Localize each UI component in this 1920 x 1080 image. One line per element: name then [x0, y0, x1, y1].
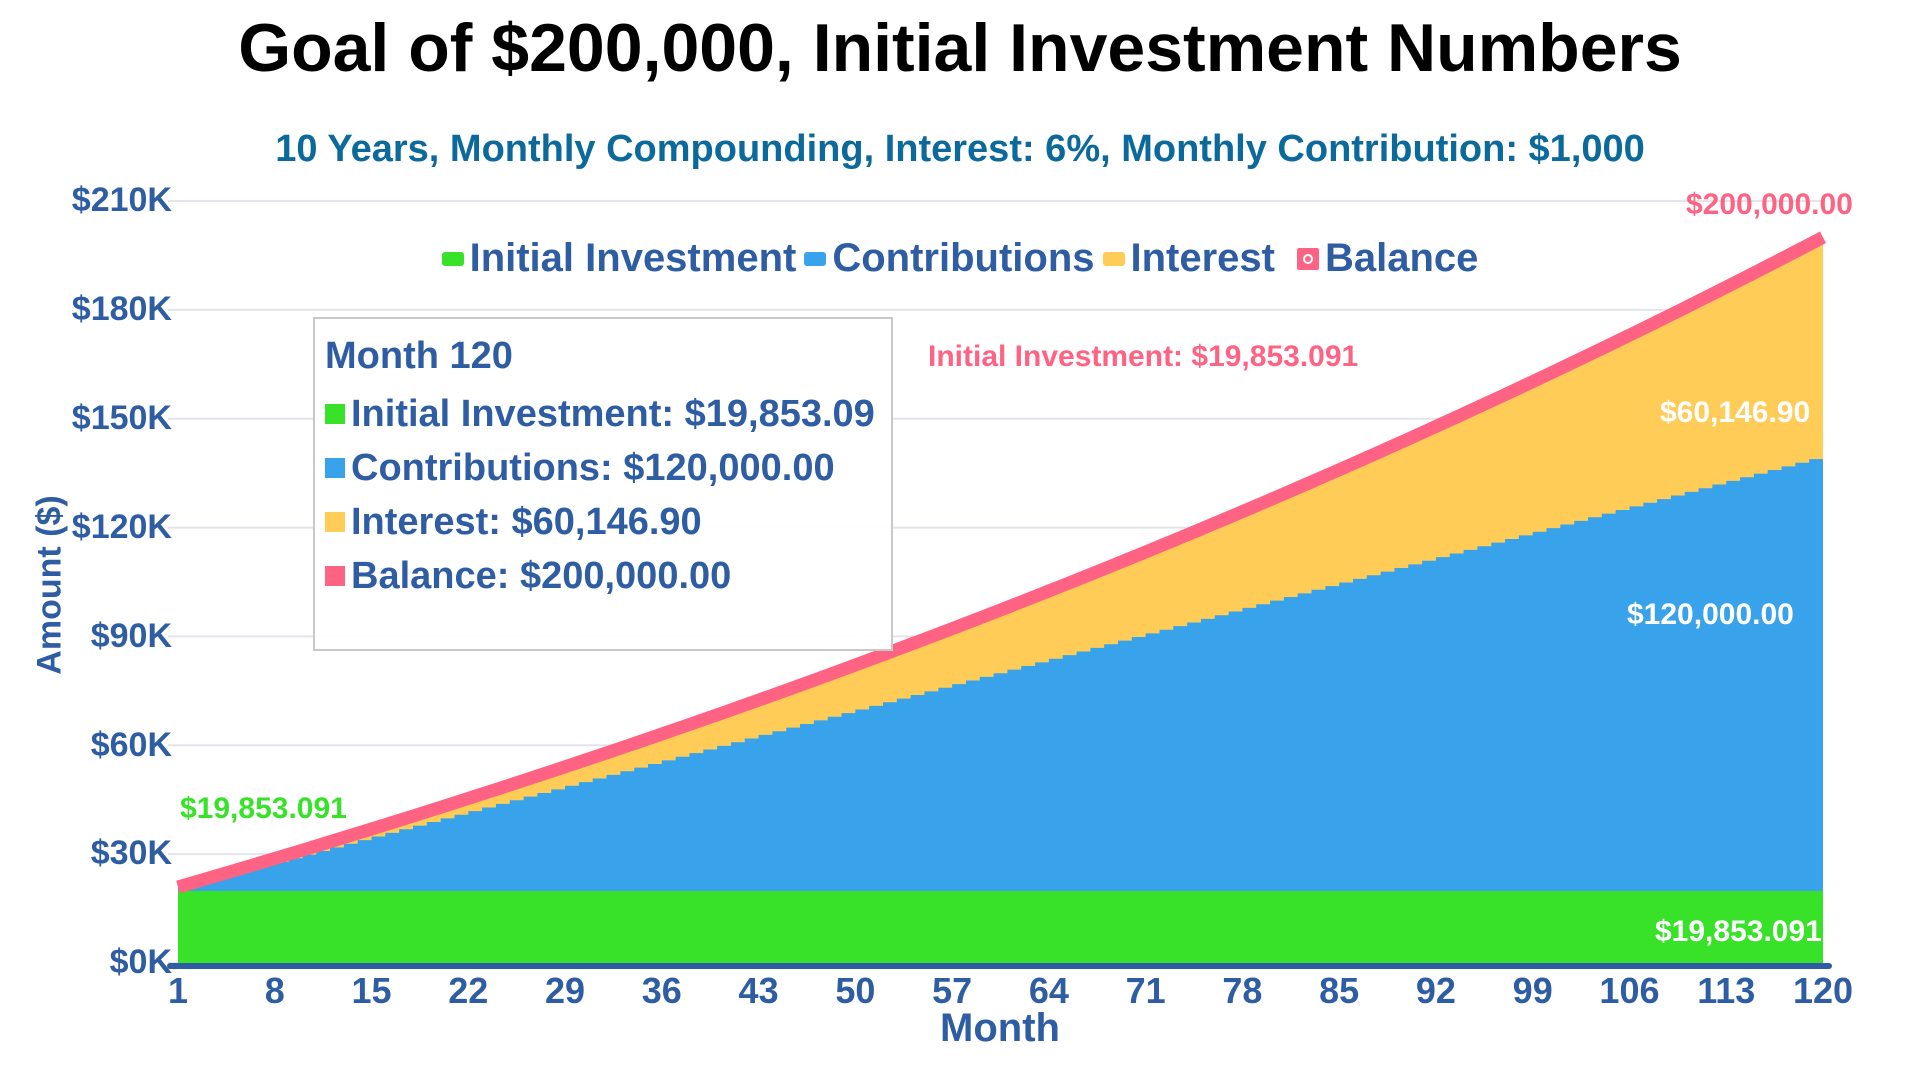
legend-item-initial[interactable]: Initial Investment	[441, 236, 797, 281]
legend-item-balance[interactable]: Balance	[1297, 236, 1478, 281]
x-axis-label: Month	[940, 1006, 1060, 1050]
square-icon	[325, 404, 345, 424]
tooltip-text: Balance: $200,000.00	[351, 555, 732, 597]
x-tick: 92	[1415, 970, 1456, 1011]
x-tick: 113	[1697, 970, 1756, 1011]
legend-label: Interest	[1130, 236, 1276, 280]
x-tick: 64	[1028, 970, 1069, 1011]
tooltip-row-balance: Balance: $200,000.00	[325, 549, 881, 603]
annotation-initial-top: Initial Investment: $19,853.091	[928, 340, 1359, 373]
x-tick: 78	[1222, 970, 1263, 1011]
tooltip: Month 120 Initial Investment: $19,853.09…	[313, 317, 893, 651]
legend-swatch-balance-icon	[1297, 247, 1319, 270]
x-tick: 15	[351, 970, 392, 1011]
chart-subtitle: 10 Years, Monthly Compounding, Interest:…	[275, 128, 1645, 170]
annotation-initial-end: $19,853.091	[1655, 915, 1822, 948]
annotation-interest-end: $60,146.90	[1660, 396, 1811, 429]
legend: Initial Investment Contributions Interes…	[0, 236, 1920, 281]
y-tick: $150K	[71, 399, 172, 437]
x-tick: 22	[448, 970, 489, 1011]
x-tick: 29	[545, 970, 586, 1011]
legend-swatch-initial-icon	[441, 251, 464, 266]
y-tick: $180K	[71, 290, 172, 328]
square-icon	[325, 566, 345, 586]
y-tick: $120K	[71, 508, 172, 546]
y-axis-label: Amount ($)	[30, 495, 69, 675]
x-tick: 50	[835, 970, 876, 1011]
legend-label: Contributions	[832, 236, 1095, 280]
tooltip-text: Interest: $60,146.90	[351, 501, 702, 543]
x-tick: 120	[1792, 970, 1854, 1011]
initial-investment-area	[178, 890, 1823, 963]
tooltip-title: Month 120	[325, 335, 513, 377]
square-icon	[325, 458, 345, 478]
square-icon	[325, 512, 345, 532]
x-tick: 36	[641, 970, 682, 1011]
tooltip-row-interest: Interest: $60,146.90	[325, 495, 881, 549]
y-tick: $210K	[71, 181, 172, 219]
x-tick: 99	[1512, 970, 1553, 1011]
legend-item-interest[interactable]: Interest	[1102, 236, 1276, 281]
x-tick: 57	[932, 970, 973, 1011]
legend-label: Initial Investment	[469, 236, 797, 280]
y-tick: $90K	[90, 617, 172, 655]
legend-item-contributions[interactable]: Contributions	[804, 236, 1095, 281]
legend-swatch-contributions-icon	[804, 251, 827, 266]
tooltip-row-initial: Initial Investment: $19,853.09	[325, 387, 881, 441]
x-tick: 8	[264, 970, 285, 1011]
x-tick: 1	[167, 970, 189, 1011]
contributions-area	[178, 455, 1823, 891]
x-tick: 43	[738, 970, 779, 1011]
legend-label: Balance	[1325, 236, 1479, 280]
tooltip-text: Contributions: $120,000.00	[351, 447, 835, 489]
y-tick: $30K	[90, 834, 172, 872]
x-tick: 71	[1125, 970, 1166, 1011]
chart-title: Goal of $200,000, Initial Investment Num…	[238, 10, 1682, 86]
annotation-contributions-end: $120,000.00	[1627, 598, 1794, 631]
y-tick: $60K	[90, 726, 172, 764]
tooltip-text: Initial Investment: $19,853.09	[351, 393, 875, 435]
balance-line	[176, 231, 1827, 894]
legend-swatch-interest-icon	[1102, 251, 1125, 266]
annotation-balance-end: $200,000.00	[1686, 188, 1853, 221]
y-tick: $0K	[109, 943, 172, 981]
x-tick: 106	[1599, 970, 1660, 1011]
annotation-initial-left: $19,853.091	[180, 792, 347, 825]
tooltip-row-contributions: Contributions: $120,000.00	[325, 441, 881, 495]
x-tick: 85	[1319, 970, 1360, 1011]
